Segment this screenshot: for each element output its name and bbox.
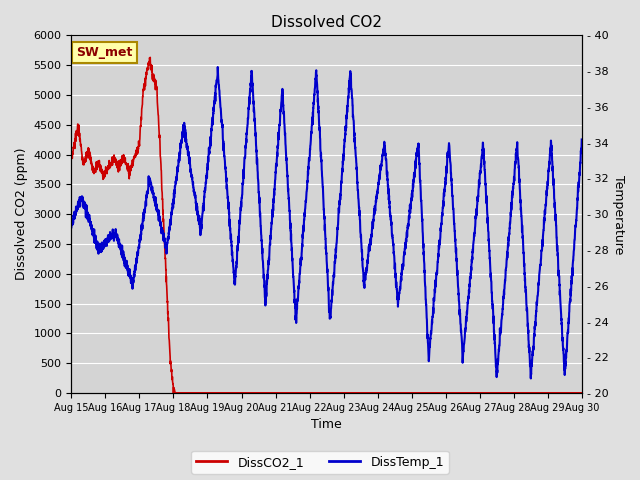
Title: Dissolved CO2: Dissolved CO2 xyxy=(271,15,382,30)
Y-axis label: Dissolved CO2 (ppm): Dissolved CO2 (ppm) xyxy=(15,148,28,280)
Y-axis label: Temperature: Temperature xyxy=(612,175,625,254)
X-axis label: Time: Time xyxy=(311,419,342,432)
Text: SW_met: SW_met xyxy=(77,46,133,59)
Legend: DissCO2_1, DissTemp_1: DissCO2_1, DissTemp_1 xyxy=(191,451,449,474)
